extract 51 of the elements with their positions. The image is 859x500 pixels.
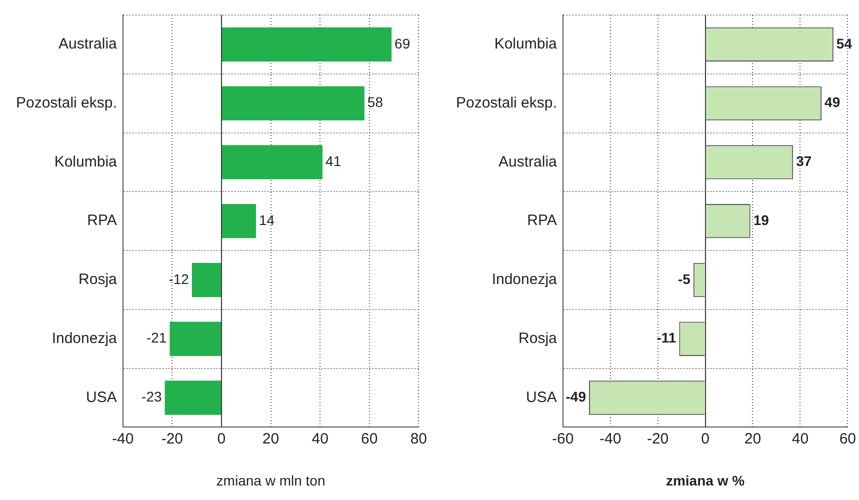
x-tick-label: 20 xyxy=(262,430,280,448)
y-tick-label: USA xyxy=(526,388,557,406)
x-tick-label: 60 xyxy=(839,430,856,448)
data-label: -11 xyxy=(656,330,676,346)
y-tick-label: Kolumbia xyxy=(494,36,558,53)
x-tick-label: 80 xyxy=(410,430,427,448)
bar xyxy=(222,145,323,180)
y-tick-label: RPA xyxy=(527,212,557,230)
y-tick-label: Australia xyxy=(498,153,558,170)
y-tick-label: Rosja xyxy=(78,271,118,288)
data-label: -49 xyxy=(566,388,586,405)
data-label: 58 xyxy=(367,94,384,110)
data-label: 69 xyxy=(394,35,410,52)
y-tick-label: Pozostali eksp. xyxy=(16,94,117,112)
data-label: 37 xyxy=(796,153,812,170)
bar xyxy=(222,86,364,120)
bar xyxy=(222,27,392,62)
data-label: -5 xyxy=(678,270,691,287)
data-label: 41 xyxy=(326,153,342,170)
data-label: -12 xyxy=(168,270,190,287)
y-tick-label: Australia xyxy=(58,36,118,53)
data-label: 49 xyxy=(824,94,840,110)
x-tick-label: -40 xyxy=(600,430,622,448)
x-tick-label: 40 xyxy=(792,430,809,448)
x-tick-label: -60 xyxy=(552,430,574,448)
x-tick-label: 60 xyxy=(361,430,378,448)
x-axis-title: zmiana w % xyxy=(666,472,746,488)
x-tick-label: -20 xyxy=(161,430,184,448)
x-tick-label: -40 xyxy=(112,430,134,448)
y-tick-label: RPA xyxy=(87,212,117,230)
x-tick-label: 20 xyxy=(744,430,762,448)
bar xyxy=(164,380,221,415)
x-tick-label: 0 xyxy=(217,430,226,448)
y-tick-label: USA xyxy=(86,388,117,406)
x-tick-label: -20 xyxy=(646,430,669,448)
data-label: -21 xyxy=(146,330,167,346)
x-tick-label: 40 xyxy=(312,430,328,448)
x-tick-label: 0 xyxy=(701,430,710,448)
bar xyxy=(222,204,256,238)
x-axis-title: zmiana w mln ton xyxy=(216,472,326,488)
data-label: 19 xyxy=(753,212,770,228)
y-tick-label: Kolumbia xyxy=(54,153,118,170)
data-label: 54 xyxy=(836,35,852,52)
y-tick-label: Rosja xyxy=(518,330,558,348)
bar xyxy=(170,322,221,356)
data-label: -23 xyxy=(142,388,162,405)
bar xyxy=(192,262,221,298)
y-tick-label: Pozostali eksp. xyxy=(456,94,557,112)
y-tick-label: Indonezja xyxy=(492,271,558,288)
y-tick-label: Indonezja xyxy=(52,330,118,348)
data-label: 14 xyxy=(258,212,275,228)
